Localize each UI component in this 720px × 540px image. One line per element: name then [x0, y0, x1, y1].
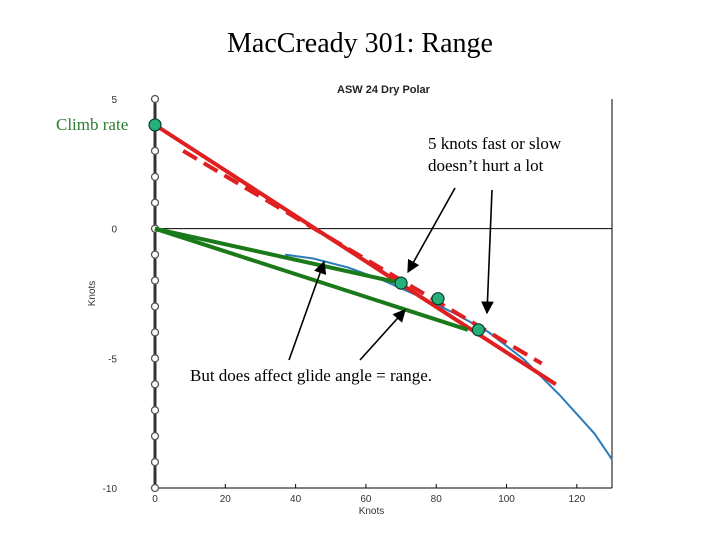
axis-marker	[150, 354, 160, 363]
axis-marker	[150, 94, 160, 104]
axis-marker	[150, 250, 160, 259]
annotation-arrow	[407, 187, 456, 274]
x-axis-label: Knots	[359, 506, 385, 517]
x-tick-label: 60	[360, 494, 372, 505]
axis-marker	[150, 380, 160, 389]
slide-title: MacCready 301: Range	[227, 28, 493, 59]
chart-title: ASW 24 Dry Polar	[337, 84, 431, 96]
y-tick-label: 5	[111, 95, 117, 106]
fast-slow-line-1: 5 knots fast or slow	[428, 134, 562, 153]
y-axis-label: Knots	[87, 281, 98, 307]
y-tick-label: 0	[111, 225, 117, 236]
annotation-arrow	[481, 189, 494, 315]
series-glide-line-1	[154, 226, 402, 286]
data-point-marker	[394, 276, 408, 290]
axis-marker	[150, 276, 160, 285]
chart-axes: ASW 24 Dry Polar 0 20 40 60 80 100 120 5 0 -5 -10 Kn…	[87, 84, 613, 517]
series-glide-line-2	[154, 226, 469, 332]
glide-angle-note: But does affect glide angle = range.	[190, 366, 432, 385]
x-tick-label: 20	[220, 494, 232, 505]
fast-slow-line-2: doesn’t hurt a lot	[428, 156, 544, 175]
annotation-arrows	[288, 187, 494, 361]
data-point-marker	[148, 118, 162, 132]
y-tick-label: -5	[108, 354, 117, 365]
annotation-arrow	[288, 260, 327, 361]
y-tick-label: -10	[103, 484, 118, 495]
axis-marker	[150, 302, 160, 311]
data-point-marker	[431, 292, 445, 306]
climb-rate-label: Climb rate	[56, 115, 129, 134]
axis-marker	[150, 172, 160, 181]
axis-marker	[150, 146, 160, 156]
annotation-arrow	[359, 309, 406, 361]
axis-marker	[150, 431, 160, 441]
axis-marker	[150, 406, 160, 415]
axis-marker	[150, 198, 160, 207]
x-tick-label: 120	[569, 494, 586, 505]
axis-marker	[150, 328, 160, 337]
x-tick-label: 40	[290, 494, 302, 505]
axis-marker	[150, 483, 160, 493]
chart-markers	[148, 118, 486, 337]
x-tick-label: 100	[498, 494, 515, 505]
fast-slow-note: 5 knots fast or slow doesn’t hurt a lot	[428, 133, 628, 177]
x-tick-label: 0	[152, 494, 158, 505]
x-tick-label: 80	[431, 494, 443, 505]
axis-marker	[150, 457, 160, 467]
data-point-marker	[471, 323, 486, 337]
